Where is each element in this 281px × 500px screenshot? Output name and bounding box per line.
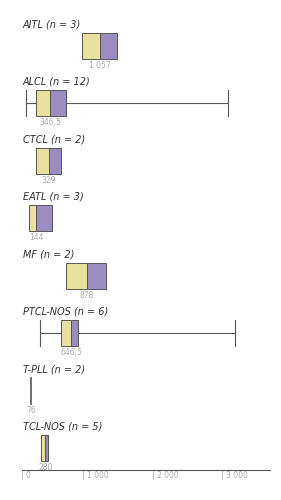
Text: 346,5: 346,5 [39,118,61,128]
Text: MF (n = 2): MF (n = 2) [23,250,74,260]
Bar [71,320,78,346]
Text: T-PLL (n = 2): T-PLL (n = 2) [23,364,85,374]
Text: AITL (n = 3): AITL (n = 3) [23,20,81,30]
Text: 878: 878 [80,291,94,300]
Bar [46,435,47,461]
Text: 329: 329 [42,176,56,185]
Bar [37,148,49,174]
Text: ALCL (n = 12): ALCL (n = 12) [23,77,90,87]
Bar [87,262,106,288]
Bar [82,32,99,58]
Bar [49,148,61,174]
Text: 1 057: 1 057 [89,61,110,70]
Text: PTCL-NOS (n = 6): PTCL-NOS (n = 6) [23,307,108,317]
Text: EATL (n = 3): EATL (n = 3) [23,192,83,202]
Text: 76: 76 [26,406,36,415]
Text: CTCL (n = 2): CTCL (n = 2) [23,134,85,144]
Bar [36,205,53,231]
Text: 280: 280 [38,464,53,472]
Bar [66,262,87,288]
Bar [99,32,117,58]
Bar [50,90,66,116]
Text: TCL-NOS (n = 5): TCL-NOS (n = 5) [23,422,102,432]
Bar [41,435,46,461]
Bar [30,205,36,231]
Text: 646,5: 646,5 [60,348,82,358]
Bar [61,320,71,346]
Text: 144: 144 [29,234,43,242]
Bar [37,90,50,116]
